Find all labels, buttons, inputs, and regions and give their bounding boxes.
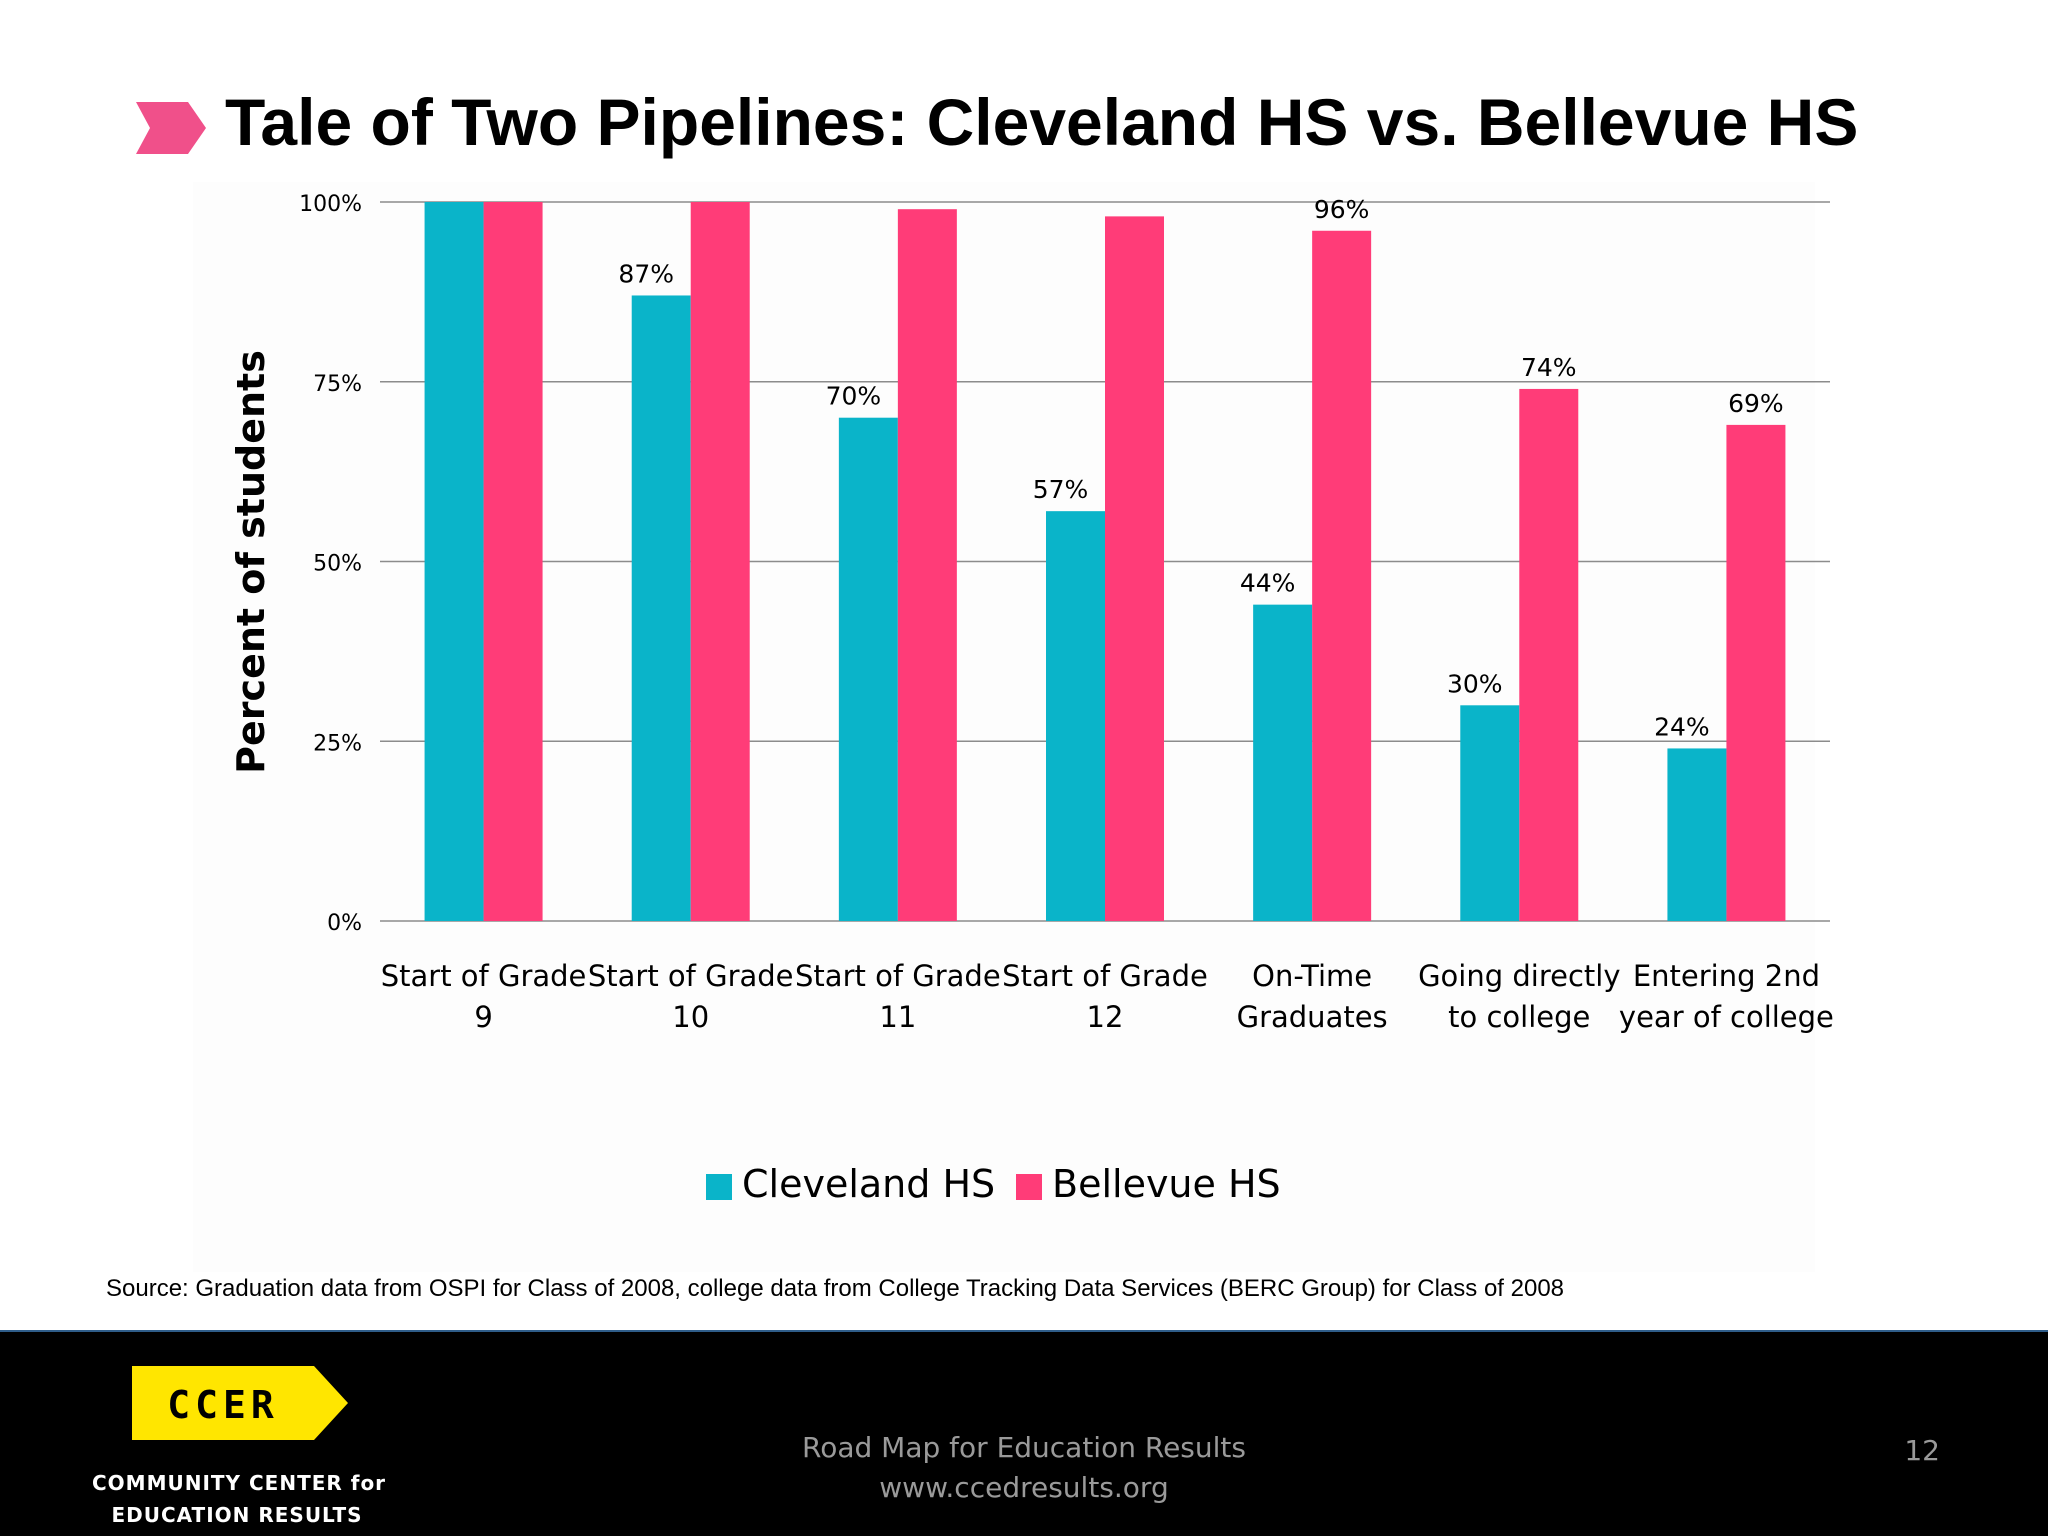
legend-swatch: [706, 1174, 732, 1200]
bar: [1105, 216, 1164, 921]
x-tick-label: Going directly: [1418, 959, 1620, 993]
bar: [690, 202, 750, 921]
y-tick-label: 0%: [327, 911, 362, 936]
page-number: 12: [1904, 1434, 1940, 1467]
legend-label: Bellevue HS: [1052, 1162, 1281, 1206]
y-tick-label: 75%: [313, 372, 362, 397]
footer-url: www.ccedresults.org: [879, 1471, 1169, 1504]
data-label: 70%: [826, 382, 882, 411]
slide-title: Tale of Two Pipelines: Cleveland HS vs. …: [225, 85, 1859, 159]
footer: CCER COMMUNITY CENTER for EDUCATION RESU…: [0, 1330, 2048, 1536]
x-tick-label: Entering 2nd: [1633, 959, 1820, 993]
bar: [838, 417, 898, 921]
x-tick-label: Graduates: [1237, 1000, 1388, 1034]
bar: [1312, 230, 1372, 921]
data-label: 24%: [1654, 712, 1710, 741]
x-tick-label: Start of Grade: [795, 959, 1001, 993]
bar: [1460, 705, 1520, 921]
x-tick-label: 12: [1087, 1000, 1124, 1034]
data-label: 87%: [618, 259, 674, 288]
data-label: 57%: [1033, 475, 1089, 504]
x-tick-label: Start of Grade: [1002, 959, 1208, 993]
legend-swatch: [1016, 1174, 1042, 1200]
data-label: 96%: [1314, 195, 1370, 224]
bar: [631, 295, 691, 922]
y-axis-title: Percent of students: [229, 350, 273, 774]
chevron-right-icon: [136, 102, 206, 154]
bar: [897, 209, 957, 921]
bar: [1726, 424, 1786, 921]
bar: [1253, 604, 1313, 921]
legend-label: Cleveland HS: [742, 1162, 996, 1206]
bar: [424, 202, 484, 921]
logo-line-2: EDUCATION RESULTS: [111, 1503, 363, 1527]
x-tick-label: 10: [672, 1000, 709, 1034]
data-label: 69%: [1728, 389, 1784, 418]
data-label: 30%: [1447, 669, 1503, 698]
y-tick-label: 50%: [313, 552, 362, 577]
logo-badge-text: CCER: [167, 1383, 279, 1427]
bar: [1046, 511, 1105, 921]
source-note: Source: Graduation data from OSPI for Cl…: [106, 1275, 1565, 1302]
x-tick-label: 11: [879, 1000, 916, 1034]
bar: [483, 202, 543, 921]
x-tick-label: 9: [474, 1000, 492, 1034]
footer-tagline: Road Map for Education Results: [802, 1431, 1246, 1464]
logo-line-1: COMMUNITY CENTER for: [92, 1471, 387, 1495]
footer-center-text: Road Map for Education Results www.ccedr…: [724, 1428, 1324, 1508]
data-label: 74%: [1521, 353, 1577, 382]
x-tick-label: On-Time: [1252, 959, 1372, 993]
x-tick-label: to college: [1448, 1000, 1590, 1034]
x-tick-label: Start of Grade: [381, 959, 587, 993]
ccer-logo-badge: CCER: [132, 1366, 348, 1440]
data-label: 44%: [1240, 569, 1296, 598]
y-tick-label: 100%: [299, 192, 362, 217]
bar: [1519, 388, 1579, 921]
bar: [1667, 748, 1727, 921]
x-tick-label: year of college: [1619, 1000, 1834, 1034]
y-tick-label: 25%: [313, 731, 362, 756]
x-tick-label: Start of Grade: [588, 959, 794, 993]
